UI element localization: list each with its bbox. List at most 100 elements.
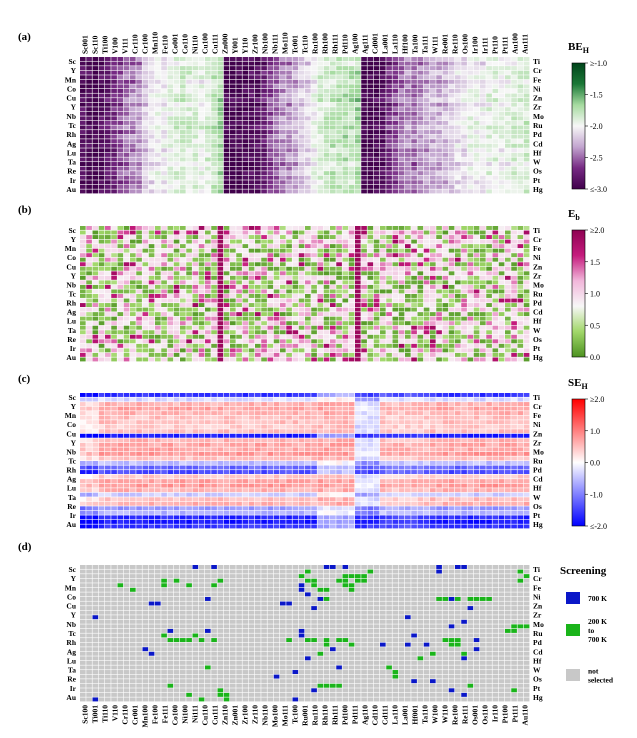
heatmap-cell (211, 57, 217, 61)
heatmap-cell (230, 352, 236, 357)
heatmap-cell (105, 334, 111, 339)
heatmap-cell (455, 148, 461, 153)
heatmap-cell (361, 171, 367, 176)
heatmap-cell (92, 424, 99, 429)
heatmap-cell (423, 339, 430, 344)
heatmap-cell (292, 226, 299, 230)
heatmap-cell (98, 175, 105, 180)
heatmap-cell (242, 152, 249, 157)
heatmap-cell (111, 275, 117, 280)
heatmap-cell (217, 343, 224, 348)
heatmap-cell (242, 357, 249, 362)
heatmap-cell (498, 284, 505, 289)
heatmap-cell (311, 148, 317, 153)
heatmap-cell (86, 275, 92, 280)
heatmap-cell (480, 307, 486, 312)
heatmap-cell (398, 275, 405, 280)
heatmap-cell (423, 70, 430, 75)
heatmap-cell (517, 357, 524, 362)
heatmap-cell (280, 189, 286, 194)
heatmap-cell (305, 157, 311, 162)
heatmap-cell (342, 284, 349, 289)
heatmap-cell (248, 257, 255, 262)
heatmap-cell (448, 393, 455, 397)
heatmap-cell (473, 257, 480, 262)
heatmap-cell (211, 102, 217, 107)
heatmap-cell (111, 143, 117, 148)
heatmap-cell (398, 111, 405, 116)
heatmap-cell (386, 116, 392, 121)
heatmap-cell (267, 184, 274, 189)
heatmap-cell (130, 397, 136, 402)
heatmap-cell (317, 248, 324, 253)
heatmap-cell (505, 70, 511, 75)
heatmap-cell (105, 143, 111, 148)
heatmap-cell (436, 253, 442, 258)
heatmap-cell (342, 411, 349, 416)
heatmap-cell (142, 130, 149, 135)
heatmap-cell (161, 120, 167, 125)
heatmap-cell (417, 75, 424, 80)
heatmap-cell (286, 162, 292, 166)
heatmap-cell (348, 180, 355, 185)
heatmap-cell (417, 316, 424, 321)
heatmap-cell (105, 289, 111, 294)
heatmap-cell (405, 120, 411, 125)
heatmap-cell (373, 152, 380, 157)
heatmap-cell (342, 357, 349, 362)
heatmap-cell (211, 125, 217, 130)
heatmap-cell (105, 330, 111, 335)
heatmap-cell (80, 411, 86, 416)
heatmap-cell (117, 397, 124, 402)
heatmap-cell (298, 79, 305, 84)
heatmap-cell (311, 402, 317, 406)
heatmap-cell (148, 393, 155, 397)
heatmap-cell (286, 284, 292, 289)
heatmap-cell (123, 275, 130, 280)
heatmap-cell (123, 166, 130, 171)
heatmap-cell (86, 321, 92, 326)
heatmap-cell (448, 143, 455, 148)
heatmap-cell (155, 298, 161, 303)
heatmap-cell (255, 157, 261, 162)
heatmap-cell (192, 157, 199, 162)
heatmap-cell (298, 284, 305, 289)
heatmap-cell (273, 397, 280, 402)
heatmap-cell (186, 171, 192, 176)
heatmap-cell (167, 262, 174, 267)
heatmap-cell (467, 189, 474, 194)
heatmap-cell (223, 415, 230, 420)
heatmap-cell (392, 98, 399, 103)
heatmap-cell (217, 289, 224, 294)
heatmap-cell (280, 134, 286, 139)
heatmap-cell (92, 180, 99, 185)
heatmap-cell (136, 162, 142, 166)
heatmap-cell (430, 406, 436, 411)
heatmap-cell (448, 125, 455, 130)
heatmap-cell (230, 184, 236, 189)
heatmap-cell (336, 226, 342, 230)
heatmap-cell (523, 312, 530, 317)
heatmap-cell (348, 166, 355, 171)
heatmap-cell (117, 166, 124, 171)
heatmap-cell (473, 307, 480, 312)
heatmap-cell (348, 125, 355, 130)
heatmap-cell (417, 239, 424, 244)
heatmap-cell (392, 280, 399, 285)
heatmap-cell (355, 298, 361, 303)
heatmap-cell (511, 125, 517, 130)
heatmap-cell (180, 75, 186, 80)
heatmap-cell (236, 420, 242, 425)
heatmap-cell (398, 166, 405, 171)
heatmap-cell (398, 239, 405, 244)
heatmap-cell (198, 75, 205, 80)
heatmap-cell (386, 253, 392, 258)
heatmap-cell (423, 266, 430, 271)
heatmap-cell (292, 120, 299, 125)
heatmap-cell (380, 424, 386, 429)
heatmap-cell (417, 79, 424, 84)
heatmap-cell (448, 257, 455, 262)
heatmap-cell (386, 357, 392, 362)
heatmap-cell (455, 343, 461, 348)
heatmap-cell (198, 93, 205, 98)
